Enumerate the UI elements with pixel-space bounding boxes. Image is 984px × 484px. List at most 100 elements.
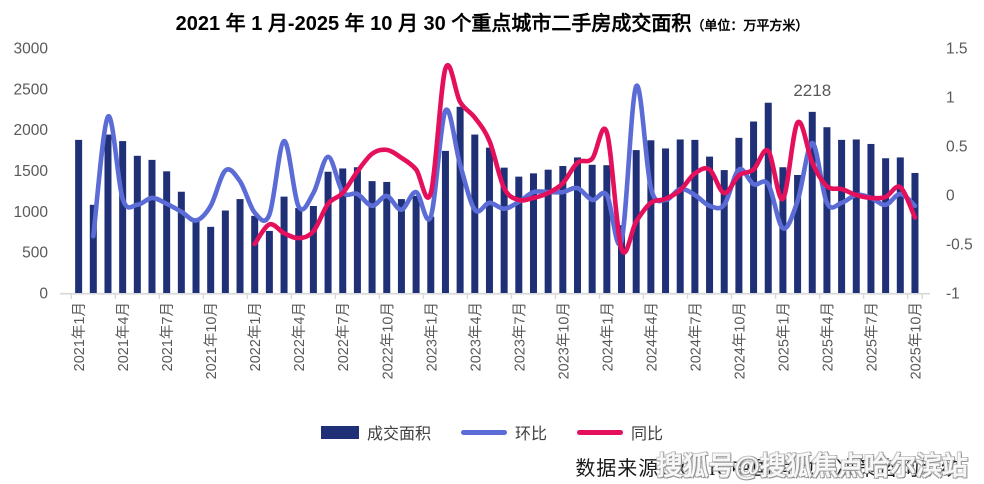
- legend-swatch-mom: [460, 429, 507, 435]
- right-axis-tick: 0: [946, 188, 955, 205]
- legend-label-area: 成交面积: [366, 426, 431, 443]
- bar-成交面积: [764, 102, 772, 293]
- bar-成交面积: [383, 181, 391, 293]
- bar-成交面积: [544, 169, 552, 293]
- x-axis-label: 2024年10月: [731, 302, 748, 379]
- x-axis-label: 2021年10月: [203, 302, 220, 379]
- legend-item-yoy: 同比: [577, 420, 663, 444]
- x-axis-label: 2024年7月: [687, 302, 704, 371]
- bar-成交面积: [794, 174, 802, 293]
- x-axis-label: 2024年1月: [599, 302, 616, 371]
- bar-成交面积: [896, 157, 904, 293]
- left-axis-tick: 3000: [14, 41, 49, 58]
- bar-成交面积: [295, 208, 303, 293]
- bar-成交面积: [618, 225, 626, 293]
- bar-成交面积: [133, 155, 141, 293]
- left-axis-tick: 2500: [14, 81, 49, 98]
- x-axis-label: 2025年1月: [775, 302, 792, 371]
- bar-成交面积: [251, 215, 259, 293]
- bar-成交面积: [588, 164, 596, 293]
- bar-成交面积: [603, 165, 611, 293]
- bar-成交面积: [647, 140, 655, 293]
- bar-成交面积: [89, 204, 97, 293]
- bar-成交面积: [280, 196, 288, 293]
- bar-成交面积: [324, 171, 332, 293]
- bar-成交面积: [119, 141, 127, 293]
- x-axis-label: 2021年1月: [71, 302, 88, 371]
- bar-成交面积: [207, 226, 215, 293]
- bar-成交面积: [412, 195, 420, 293]
- left-axis-tick: 500: [22, 245, 48, 262]
- x-axis-label: 2023年1月: [423, 302, 440, 371]
- bar-成交面积: [221, 210, 229, 293]
- line-环比: [91, 83, 918, 247]
- bar-成交面积: [368, 181, 376, 293]
- bar-成交面积: [163, 171, 171, 293]
- legend-label-yoy: 同比: [631, 426, 664, 443]
- bar-成交面积: [720, 170, 728, 293]
- left-axis-tick: 0: [39, 286, 48, 303]
- right-axis-tick: -0.5: [946, 237, 973, 254]
- bar-成交面积: [691, 139, 699, 293]
- bar-成交面积: [823, 127, 831, 293]
- x-axis-label: 2021年4月: [115, 302, 132, 371]
- right-axis-tick: 1.5: [946, 41, 968, 58]
- bar-成交面积: [471, 134, 479, 293]
- bar-成交面积: [867, 143, 875, 293]
- bar-成交面积: [339, 168, 347, 293]
- bar-成交面积: [515, 176, 523, 293]
- x-axis-label: 2021年7月: [159, 302, 176, 371]
- bar-成交面积: [75, 139, 83, 293]
- chart-title-text: 2021 年 1 月-2025 年 10 月 30 个重点城市二手房成交面积: [175, 13, 692, 35]
- legend-swatch-yoy: [577, 429, 623, 435]
- bar-value-label: 2218: [793, 81, 831, 100]
- bar-成交面积: [911, 172, 919, 293]
- bar-成交面积: [735, 137, 743, 293]
- legend-swatch-bar: [320, 425, 359, 439]
- bar-成交面积: [838, 139, 846, 293]
- bar-成交面积: [808, 111, 816, 293]
- legend: 成交面积 环比 同比: [0, 420, 984, 444]
- bar-成交面积: [500, 167, 508, 293]
- bar-成交面积: [192, 218, 200, 293]
- x-axis-label: 2022年10月: [379, 302, 396, 379]
- x-axis-label: 2024年4月: [643, 302, 660, 371]
- bar-成交面积: [559, 166, 567, 293]
- bar-成交面积: [104, 134, 112, 293]
- bar-成交面积: [529, 173, 537, 293]
- x-axis-label: 2022年1月: [247, 302, 264, 371]
- x-axis-label: 2022年4月: [291, 302, 308, 371]
- bar-成交面积: [485, 147, 493, 293]
- bar-成交面积: [177, 191, 185, 293]
- chart-title: 2021 年 1 月-2025 年 10 月 30 个重点城市二手房成交面积（单…: [0, 7, 984, 36]
- left-axis-tick: 2000: [14, 122, 49, 139]
- bar-成交面积: [676, 139, 684, 293]
- bar-成交面积: [265, 230, 273, 293]
- left-axis-tick: 1500: [14, 163, 49, 180]
- x-axis-label: 2022年7月: [335, 302, 352, 371]
- x-axis-label: 2023年4月: [467, 302, 484, 371]
- right-axis-tick: 0.5: [946, 139, 968, 156]
- legend-item-area: 成交面积: [320, 420, 431, 444]
- bar-成交面积: [573, 157, 581, 293]
- left-axis-tick: 1000: [14, 204, 49, 221]
- data-source: 数据来源：CRIC中国房地产决策咨询系统: [575, 458, 962, 480]
- bar-成交面积: [236, 199, 244, 293]
- bar-成交面积: [882, 158, 890, 293]
- right-axis-tick: -1: [946, 286, 960, 303]
- bar-成交面积: [852, 139, 860, 293]
- right-axis-tick: 1: [946, 90, 955, 107]
- bar-成交面积: [353, 167, 361, 293]
- x-axis-label: 2025年10月: [907, 302, 924, 379]
- legend-item-mom: 环比: [460, 420, 547, 444]
- line-同比: [252, 63, 918, 255]
- bar-成交面积: [148, 159, 156, 293]
- chart-title-unit: （单位：万平方米）: [691, 18, 809, 33]
- x-axis-label: 2025年4月: [819, 302, 836, 371]
- bar-成交面积: [750, 121, 758, 293]
- bar-成交面积: [441, 150, 449, 293]
- bar-成交面积: [397, 199, 405, 293]
- bar-成交面积: [662, 148, 670, 293]
